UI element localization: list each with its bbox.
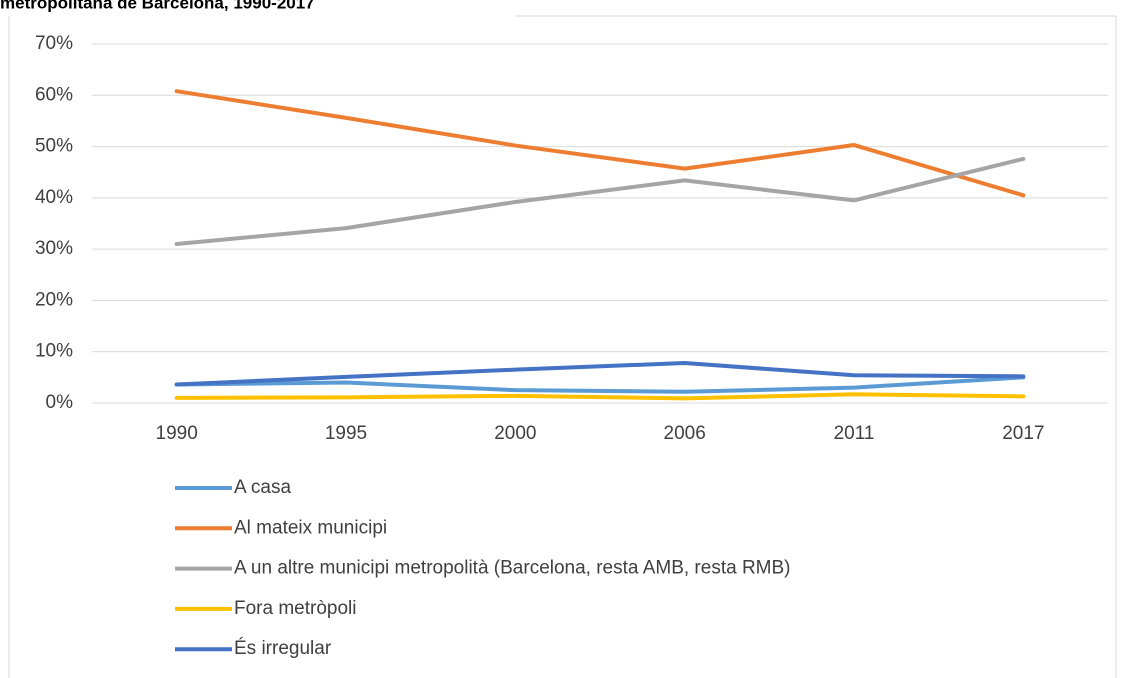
legend-label: Al mateix municipi — [234, 517, 387, 538]
series-line — [174, 89, 1026, 198]
x-tick-label: 2006 — [664, 423, 706, 444]
frame — [515, 15, 1117, 678]
chart-title: metropolitana de Barcelona, 1990-2017 — [0, 0, 315, 12]
series-line — [174, 392, 1026, 401]
x-tick-label: 1990 — [156, 423, 198, 444]
y-tick-label: 20% — [35, 289, 73, 310]
series-line — [174, 156, 1026, 247]
legend-label: És irregular — [234, 638, 332, 659]
y-tick-label: 0% — [46, 392, 74, 413]
x-tick-label: 2011 — [834, 423, 875, 444]
legend-label: Fora metròpoli — [234, 598, 357, 619]
y-tick-label: 50% — [35, 136, 73, 157]
y-tick-label: 10% — [35, 341, 73, 362]
x-tick-label: 1995 — [325, 423, 367, 444]
y-tick-label: 70% — [35, 33, 73, 54]
y-tick-label: 40% — [35, 187, 73, 208]
x-tick-label: 2000 — [494, 423, 536, 444]
series-line — [174, 375, 1026, 394]
legend-label: A un altre municipi metropolità (Barcelo… — [234, 558, 791, 579]
y-tick-label: 60% — [35, 84, 73, 105]
y-tick-label: 30% — [35, 238, 73, 259]
legend-label: A casa — [234, 477, 291, 498]
x-tick-label: 2017 — [1002, 423, 1044, 444]
series-line — [174, 360, 1026, 387]
